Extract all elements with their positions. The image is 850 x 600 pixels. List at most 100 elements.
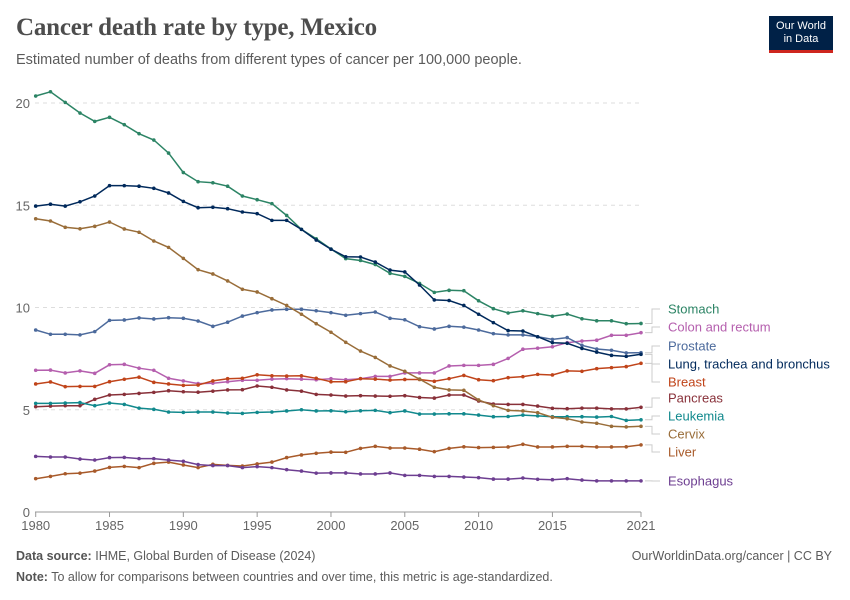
data-point: [388, 271, 392, 276]
data-point: [580, 343, 584, 348]
data-point: [417, 473, 422, 478]
data-point: [107, 465, 112, 470]
data-point: [550, 337, 555, 342]
data-point: [609, 318, 614, 323]
data-point: [255, 290, 259, 294]
data-point: [329, 330, 333, 335]
data-point: [343, 377, 348, 382]
data-point: [402, 473, 407, 478]
note-label: Note:: [16, 570, 48, 584]
data-point: [343, 254, 348, 259]
data-point: [78, 457, 82, 461]
data-point: [506, 445, 510, 449]
data-point: [225, 279, 230, 283]
data-point: [166, 191, 171, 195]
data-point: [609, 424, 614, 429]
data-point: [639, 330, 643, 335]
data-point: [447, 388, 451, 392]
data-point: [358, 393, 363, 398]
data-point: [506, 375, 510, 380]
owid-logo[interactable]: Our World in Data: [769, 16, 833, 53]
data-point: [152, 186, 156, 191]
data-point: [417, 377, 422, 381]
data-point: [122, 122, 127, 127]
data-point: [343, 340, 348, 345]
data-point: [255, 384, 259, 388]
data-point: [373, 394, 378, 398]
y-tick-label: 20: [16, 96, 30, 111]
data-point: [609, 445, 614, 449]
data-point: [240, 411, 245, 416]
data-point: [594, 445, 599, 449]
data-point: [181, 316, 186, 321]
data-point: [639, 352, 643, 357]
x-tick-label: 1985: [95, 518, 124, 533]
data-point: [476, 328, 481, 332]
data-point: [624, 333, 629, 338]
series-line-prostate: [35, 308, 642, 354]
data-point: [432, 327, 437, 331]
data-point: [240, 376, 245, 381]
data-point: [196, 462, 200, 467]
legend-label: Leukemia: [668, 409, 725, 424]
data-point: [476, 377, 481, 382]
data-point: [373, 377, 378, 381]
data-point: [462, 325, 466, 329]
x-tick-label: 2010: [464, 518, 493, 533]
data-point: [580, 478, 584, 482]
data-point: [462, 393, 466, 397]
data-point: [624, 364, 629, 369]
data-point: [580, 444, 584, 449]
data-point: [255, 464, 259, 469]
data-point: [33, 404, 38, 409]
data-point: [491, 477, 496, 481]
data-point: [462, 412, 466, 416]
data-point: [402, 270, 407, 274]
data-point: [476, 363, 481, 368]
data-point: [196, 179, 200, 184]
data-point: [476, 398, 481, 402]
data-point: [462, 303, 466, 308]
data-point: [63, 455, 68, 459]
data-point: [624, 321, 629, 326]
data-point: [181, 389, 186, 394]
data-point: [255, 310, 259, 315]
data-point: [329, 247, 333, 251]
data-point: [491, 445, 496, 450]
data-point: [639, 443, 643, 447]
data-point: [270, 410, 274, 414]
data-point: [270, 308, 274, 312]
legend-label: Lung, trachea and bronchus: [668, 357, 830, 372]
data-point: [33, 454, 38, 459]
data-point: [417, 412, 422, 416]
data-point: [432, 385, 437, 390]
data-point: [550, 477, 555, 482]
data-point: [373, 310, 378, 314]
source-label: Data source:: [16, 549, 92, 563]
data-point: [462, 388, 466, 393]
data-point: [550, 415, 555, 420]
data-point: [299, 227, 304, 232]
data-point: [550, 414, 555, 419]
data-point: [122, 402, 127, 407]
data-point: [122, 183, 127, 188]
data-point: [639, 350, 643, 355]
data-point: [609, 348, 614, 353]
data-point: [447, 474, 451, 479]
data-point: [535, 346, 540, 350]
source-text[interactable]: IHME, Global Burden of Disease (2024): [95, 549, 316, 563]
x-tick-label: 2015: [538, 518, 567, 533]
data-point: [639, 417, 643, 422]
data-point: [152, 461, 156, 466]
data-point: [358, 376, 363, 381]
data-point: [284, 376, 289, 381]
data-point: [373, 444, 378, 449]
data-point: [255, 211, 259, 216]
source-url[interactable]: OurWorldinData.org/cancer | CC BY: [631, 549, 832, 563]
data-point: [152, 390, 156, 395]
data-point: [462, 373, 466, 378]
data-point: [358, 446, 363, 451]
data-point: [550, 344, 555, 349]
data-point: [78, 226, 82, 231]
data-point: [580, 414, 584, 419]
